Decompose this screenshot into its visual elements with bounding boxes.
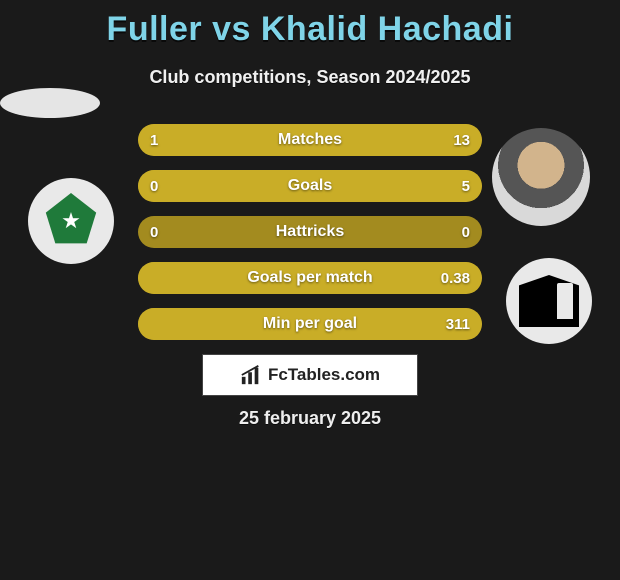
stat-right-value: 311 [446, 316, 470, 333]
site-name: FcTables.com [268, 365, 380, 385]
page-title: Fuller vs Khalid Hachadi [0, 0, 620, 49]
stat-left-value: 0 [150, 178, 158, 195]
stat-row: 0 Goals 5 [138, 170, 482, 202]
club-left-shield-icon: ★ [43, 193, 99, 249]
player-right-avatar [492, 128, 590, 226]
stat-label: Goals per match [247, 269, 372, 287]
stat-label: Min per goal [263, 315, 357, 333]
star-icon: ★ [61, 208, 81, 234]
stat-label: Goals [288, 177, 332, 195]
infographic-date: 25 february 2025 [0, 408, 620, 429]
stat-label: Hattricks [276, 223, 344, 241]
stat-row: Goals per match 0.38 [138, 262, 482, 294]
bar-chart-icon [240, 364, 262, 386]
stat-left-value: 0 [150, 224, 158, 241]
club-right-shield-icon [519, 275, 579, 327]
stat-right-value: 13 [453, 132, 470, 149]
stats-panel: 1 Matches 13 0 Goals 5 0 Hattricks 0 Goals per ma… [138, 124, 482, 354]
club-right-badge [506, 258, 592, 344]
stat-label: Matches [278, 131, 342, 149]
infographic-container: Fuller vs Khalid Hachadi Club competitio… [0, 0, 620, 580]
stat-right-value: 5 [462, 178, 470, 195]
stat-left-value: 1 [150, 132, 158, 149]
club-left-badge: ★ [28, 178, 114, 264]
stat-row: 0 Hattricks 0 [138, 216, 482, 248]
stat-right-value: 0.38 [441, 270, 470, 287]
player-left-avatar [0, 88, 100, 118]
stat-right-value: 0 [462, 224, 470, 241]
stat-row: Min per goal 311 [138, 308, 482, 340]
subtitle: Club competitions, Season 2024/2025 [0, 67, 620, 88]
site-attribution: FcTables.com [202, 354, 418, 396]
stat-row: 1 Matches 13 [138, 124, 482, 156]
tower-icon [557, 283, 573, 319]
